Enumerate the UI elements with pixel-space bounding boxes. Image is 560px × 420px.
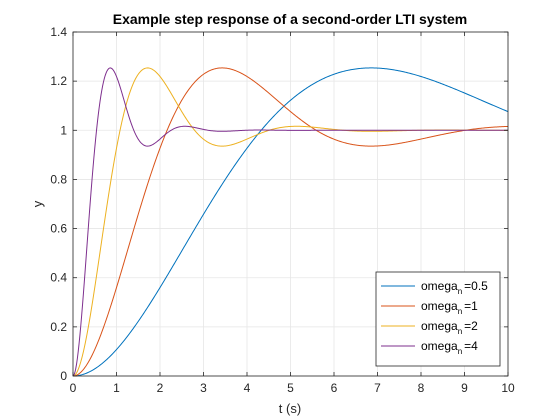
legend-entry-subscript: n: [458, 307, 462, 316]
x-tick-label: 8: [418, 381, 425, 395]
y-tick-label: 0.2: [50, 320, 67, 334]
legend-entry-value: =4: [464, 339, 478, 353]
y-tick-label: 1.4: [50, 25, 67, 39]
x-tick-label: 7: [374, 381, 381, 395]
series-layer: [72, 67, 509, 377]
x-tick-label: 5: [287, 381, 294, 395]
x-tick-label: 2: [157, 381, 164, 395]
x-tick-label: 4: [244, 381, 251, 395]
chart-title: Example step response of a second-order …: [113, 11, 468, 27]
legend-entry: omegan =1: [421, 299, 478, 316]
legend-entry-main: omega: [421, 339, 458, 353]
legend-entry: omegan =4: [421, 339, 478, 356]
x-tick-label: 9: [461, 381, 468, 395]
legend-entry-subscript: n: [458, 327, 462, 336]
x-tick-label: 1: [113, 381, 120, 395]
x-tick-label: 3: [200, 381, 207, 395]
legend-entry-value: =1: [464, 299, 478, 313]
y-axis-label: y: [30, 200, 45, 207]
x-tick-label: 0: [70, 381, 77, 395]
legend-box: [375, 271, 501, 367]
y-tick-label: 0: [60, 369, 67, 383]
series-line-0: [72, 67, 509, 377]
series-line-1: [72, 67, 509, 377]
legend-entry-main: omega: [421, 319, 458, 333]
x-tick-label: 6: [331, 381, 338, 395]
y-tick-label: 1.2: [50, 74, 67, 88]
series-line-3: [72, 67, 508, 377]
legend-entry-value: =2: [464, 319, 478, 333]
x-axis-label: t (s): [279, 401, 301, 416]
legend-entry-main: omega: [421, 279, 458, 293]
legend-entry-value: =0.5: [464, 279, 488, 293]
y-tick-label: 0.8: [50, 172, 67, 186]
legend-entry: omegan =0.5: [421, 279, 488, 296]
legend-entry-main: omega: [421, 299, 458, 313]
legend-entry-subscript: n: [458, 347, 462, 356]
axis-ticks: 0 1 2 3 4 5 6 7 8 9 10 0 0.2 0.4 0.6 0.8 1 1.2 1.4: [50, 25, 515, 395]
legend-entry-subscript: n: [458, 287, 462, 296]
legend-entry: omegan =2: [421, 319, 478, 336]
y-tick-label: 1: [60, 123, 67, 137]
y-tick-label: 0.4: [50, 271, 67, 285]
y-tick-label: 0.6: [50, 222, 67, 236]
x-tick-label: 10: [501, 381, 515, 395]
